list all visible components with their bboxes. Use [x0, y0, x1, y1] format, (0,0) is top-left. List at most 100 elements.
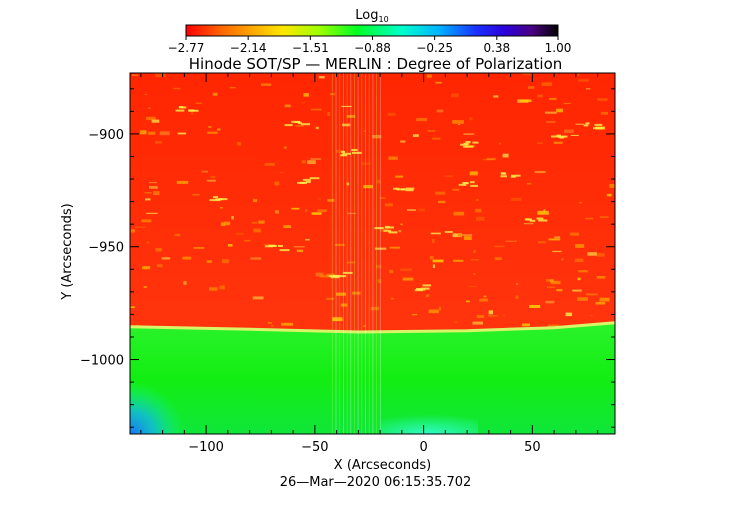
speckle [332, 317, 343, 322]
speckle [291, 207, 300, 210]
speckle [499, 142, 502, 145]
speckle [342, 123, 351, 127]
speckle [327, 199, 335, 202]
speckle [412, 314, 418, 316]
x-tick-label: −50 [301, 440, 328, 455]
speckle [174, 233, 181, 237]
speckle [483, 295, 487, 298]
colorbar-tick-label: −0.88 [354, 41, 391, 55]
speckle-cluster [405, 187, 415, 190]
speckle [346, 115, 356, 118]
speckle-cluster [383, 229, 392, 232]
speckle [470, 259, 479, 261]
speckle-cluster [400, 188, 406, 191]
speckle [402, 277, 414, 281]
speckle [206, 260, 212, 263]
speckle-cluster [218, 198, 228, 201]
speckle [182, 256, 192, 260]
speckle [144, 93, 148, 95]
speckle [436, 109, 444, 113]
speckle [400, 223, 403, 225]
speckle [283, 225, 292, 228]
speckle [274, 210, 279, 214]
speckle [545, 279, 552, 282]
speckle [586, 293, 598, 296]
speckle [311, 212, 322, 215]
speckle [416, 117, 427, 122]
speckle [315, 272, 324, 277]
speckle [438, 200, 446, 204]
speckle [578, 270, 588, 273]
speckle [435, 191, 446, 195]
speckle-cluster [279, 249, 290, 252]
speckle [453, 211, 465, 216]
speckle [340, 303, 348, 307]
speckle [418, 208, 425, 212]
blue-corner-patch [130, 382, 185, 434]
speckle [183, 281, 187, 285]
speckle [173, 87, 181, 90]
speckle [301, 160, 306, 164]
speckle-cluster [551, 135, 561, 138]
speckle [463, 236, 472, 240]
speckle [379, 197, 386, 199]
speckle [493, 245, 505, 248]
speckle [341, 105, 352, 107]
speckle [336, 149, 343, 153]
speckle-cluster [340, 150, 345, 153]
speckle [473, 273, 476, 275]
speckle [336, 292, 346, 296]
speckle [549, 97, 557, 101]
speckle [177, 132, 187, 135]
speckle-cluster [561, 135, 568, 138]
speckle-cluster [302, 178, 311, 181]
speckle [452, 233, 462, 238]
speckle [398, 230, 402, 233]
speckle [502, 314, 506, 317]
speckle-cluster [393, 187, 400, 190]
speckle [425, 294, 430, 297]
speckle [374, 247, 387, 250]
speckle [363, 324, 366, 328]
speckle-cluster [300, 123, 311, 126]
speckle [452, 120, 464, 124]
speckle [220, 222, 226, 226]
speckle [395, 175, 404, 178]
speckle-cluster [536, 217, 544, 220]
speckle [206, 179, 216, 182]
speckle [201, 170, 208, 173]
speckle-cluster [277, 245, 283, 247]
speckle [253, 228, 261, 233]
y-axis: −900 −950 −1000 [80, 88, 615, 428]
speckle [520, 99, 532, 102]
polarization-speckles [130, 73, 615, 328]
speckle-cluster [388, 231, 398, 234]
speckle [207, 131, 218, 134]
speckle-cluster [585, 122, 590, 125]
speckle [556, 289, 563, 292]
speckle [576, 73, 580, 76]
speckle [130, 306, 135, 308]
speckle [376, 179, 381, 184]
speckle [476, 216, 485, 221]
speckle [458, 123, 461, 125]
speckle [599, 297, 610, 302]
speckle [587, 252, 597, 256]
speckle [546, 121, 556, 123]
speckle [146, 241, 150, 244]
speckle [318, 76, 325, 79]
speckle [310, 158, 321, 160]
speckle [482, 159, 493, 161]
speckle [132, 74, 139, 76]
speckle [444, 175, 453, 177]
speckle [572, 289, 582, 292]
speckle [574, 258, 584, 263]
timestamp: 26—Mar—2020 06:15:35.702 [280, 475, 472, 490]
speckle [161, 257, 171, 260]
speckle [301, 101, 306, 104]
speckle [134, 226, 147, 228]
speckle [575, 244, 585, 248]
speckle [527, 86, 535, 89]
speckle-cluster [264, 245, 273, 248]
speckle [305, 209, 308, 212]
